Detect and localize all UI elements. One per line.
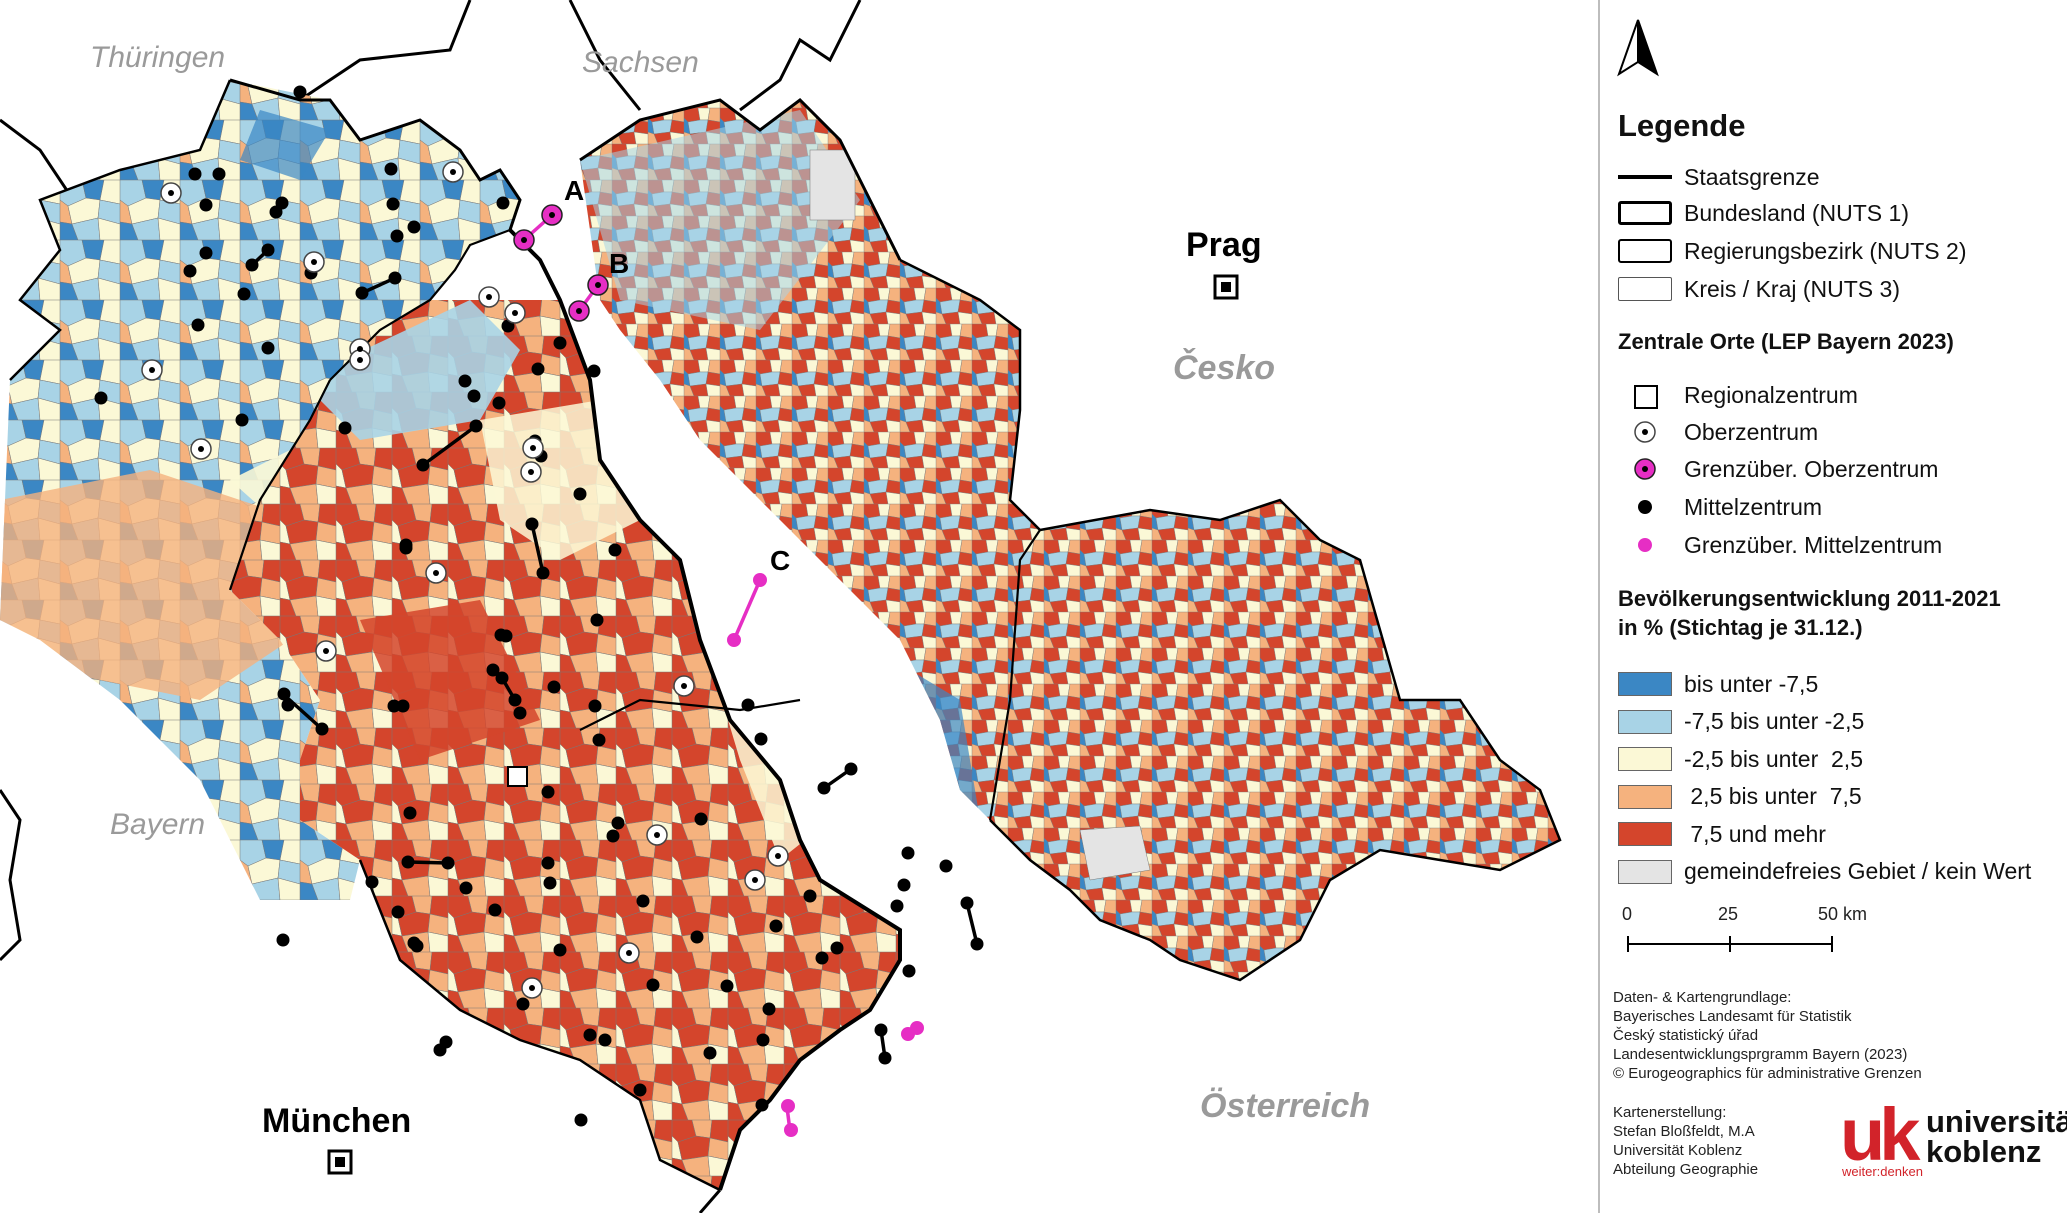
- legend-item-cross-border-oberzentrum: Grenzüber. Oberzentrum: [1618, 452, 1938, 486]
- color-swatch-icon: [1618, 819, 1672, 849]
- marker-label-c: C: [770, 545, 790, 576]
- regionalzentrum-icon: [1618, 380, 1672, 410]
- population-legend-title-line2: in % (Stichtag je 31.12.): [1618, 615, 1863, 640]
- cross-border-mittelzentrum-icon: [1618, 530, 1672, 560]
- legend-item-nuts2: Regierungsbezirk (NUTS 2): [1618, 234, 1966, 268]
- legend-class-label: -7,5 bis unter -2,5: [1684, 708, 1865, 734]
- legend-class-row: 2,5 bis unter 7,5: [1618, 780, 1862, 814]
- state-border-south: [698, 1189, 722, 1213]
- author-line: Stefan Bloßfeldt, M.A: [1613, 1123, 1755, 1140]
- university-logo: uk universität koblenz weiter:denken: [1840, 1093, 2067, 1179]
- population-legend-title-line1: Bevölkerungsentwicklung 2011-2021: [1618, 586, 2001, 611]
- label-prague: Prag: [1186, 226, 1262, 264]
- north-arrow-icon: [1617, 19, 1659, 77]
- nuts2-icon: [1618, 236, 1672, 266]
- mittelzentrum-icon: [1618, 492, 1672, 522]
- data-sources-title: Daten- & Kartengrundlage:: [1613, 989, 1792, 1006]
- state-border-bavaria-czechia: [508, 228, 902, 1191]
- legend-class-label: gemeindefreies Gebiet / kein Wert: [1684, 858, 2032, 884]
- data-source-line: © Eurogeographics für administrative Gre…: [1613, 1065, 1922, 1082]
- label-munich: München: [262, 1102, 411, 1140]
- data-source-line: Český statistický úřad: [1613, 1027, 1759, 1044]
- cross-border-oberzentrum-markers: [513, 204, 609, 322]
- nuts3-icon: [1618, 274, 1672, 304]
- legend-item-nuts3: Kreis / Kraj (NUTS 3): [1618, 272, 1900, 306]
- legend-class-label: 2,5 bis unter 7,5: [1684, 783, 1862, 809]
- legend-item-oberzentrum: Oberzentrum: [1618, 415, 1818, 449]
- state-border-thuringia-saxony: [0, 0, 862, 213]
- legend-item-nuts1: Bundesland (NUTS 1): [1618, 196, 1909, 230]
- nuts1-icon: [1618, 198, 1672, 228]
- legend-item-mittelzentrum: Mittelzentrum: [1618, 490, 1822, 524]
- legend-item-cross-border-mittelzentrum: Grenzüber. Mittelzentrum: [1618, 528, 1942, 562]
- color-swatch-icon: [1618, 707, 1672, 737]
- logo-tagline: weiter:denken: [1842, 1164, 1923, 1179]
- author-title: Kartenerstellung:: [1613, 1104, 1727, 1121]
- population-map: Thüringen Sachsen Česko Bayern Österreic…: [0, 0, 1562, 1213]
- legend-class-row: -2,5 bis unter 2,5: [1618, 742, 1863, 776]
- color-swatch-icon: [1618, 782, 1672, 812]
- legend-panel: Legende Staatsgrenze Bundesland (NUTS 1)…: [1598, 0, 2067, 1213]
- legend-class-row: -7,5 bis unter -2,5: [1618, 705, 1864, 739]
- scale-label-mid: 25: [1718, 904, 1739, 924]
- color-swatch-icon: [1618, 857, 1672, 887]
- legend-title: Legende: [1618, 108, 1746, 143]
- legend-item-state-border: Staatsgrenze: [1618, 160, 1820, 194]
- oberzentrum-icon: [1618, 417, 1672, 447]
- author-line: Abteilung Geographie: [1613, 1161, 1759, 1178]
- scale-bar: [1627, 936, 1833, 952]
- state-border-north: [229, 78, 902, 261]
- cross-border-oberzentrum-icon: [1618, 454, 1672, 484]
- state-border-west: [0, 789, 22, 962]
- oberzentrum-markers: [141, 161, 789, 999]
- scale-label-end: 50 km: [1818, 904, 1868, 924]
- cross-border-mittelzentrum-markers: [727, 573, 924, 1137]
- legend-class-label: 7,5 und mehr: [1684, 820, 1826, 847]
- nuts2-boundary: [228, 228, 1041, 821]
- label-czechia: Česko: [1173, 348, 1275, 387]
- outer-boundary: [9, 79, 1562, 1192]
- label-austria: Österreich: [1200, 1087, 1370, 1125]
- data-source-line: Bayerisches Landesamt für Statistik: [1613, 1008, 1852, 1025]
- legend-class-row: 7,5 und mehr: [1618, 817, 1826, 851]
- label-thuringia: Thüringen: [90, 41, 225, 74]
- legend-class-row: bis unter -7,5: [1618, 667, 1818, 701]
- marker-label-a: A: [564, 175, 584, 206]
- central-places-title: Zentrale Orte (LEP Bayern 2023): [1618, 329, 1954, 354]
- munich-symbol: [327, 1149, 353, 1175]
- prague-symbol: [1213, 274, 1239, 300]
- mittelzentrum-markers: [94, 85, 984, 1127]
- scale-label-zero: 0: [1622, 904, 1633, 924]
- regionalzentrum-marker: [507, 766, 528, 787]
- author-line: Universität Koblenz: [1613, 1142, 1743, 1159]
- data-source-line: Landesentwicklungsprgramm Bayern (2023): [1613, 1046, 1908, 1063]
- color-swatch-icon: [1618, 744, 1672, 774]
- color-swatch-icon: [1618, 669, 1672, 699]
- label-bavaria: Bayern: [110, 808, 205, 841]
- marker-label-b: B: [609, 248, 629, 279]
- legend-item-regionalzentrum: Regionalzentrum: [1618, 378, 1858, 412]
- label-saxony: Sachsen: [582, 46, 699, 79]
- state-border-icon: [1618, 162, 1672, 192]
- logo-mark: uk: [1840, 1093, 1920, 1176]
- logo-line2: koblenz: [1926, 1134, 2042, 1169]
- legend-class-label: bis unter -7,5: [1684, 670, 1819, 697]
- logo-line1: universität: [1926, 1104, 2067, 1139]
- legend-class-label: -2,5 bis unter 2,5: [1684, 745, 1863, 772]
- legend-class-row: gemeindefreies Gebiet / kein Wert: [1618, 855, 2031, 889]
